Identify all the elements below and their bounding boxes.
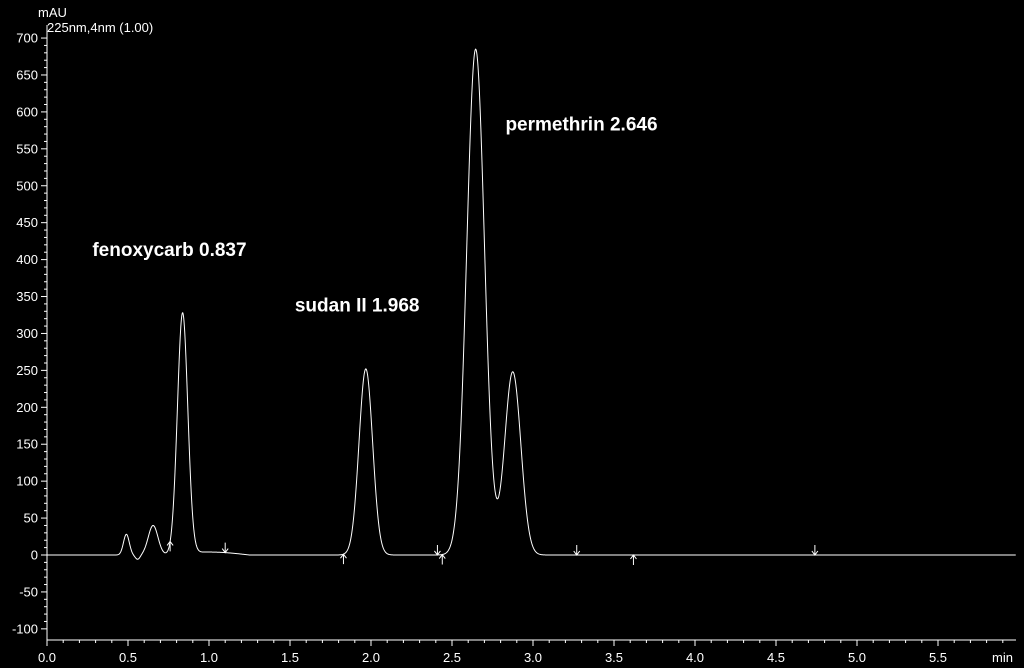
x-axis-unit-label: min (992, 650, 1013, 665)
peak-annotation: permethrin 2.646 (505, 114, 657, 135)
y-tick-label: 100 (16, 474, 38, 489)
x-tick-label: 0.5 (119, 650, 137, 665)
x-tick-label: 4.5 (767, 650, 785, 665)
x-tick-label: 2.0 (362, 650, 380, 665)
x-tick-label: 0.0 (38, 650, 56, 665)
y-tick-label: 300 (16, 326, 38, 341)
x-tick-label: 5.0 (848, 650, 866, 665)
chromatogram-trace (47, 48, 1016, 560)
y-tick-label: 600 (16, 104, 38, 119)
x-tick-label: 3.0 (524, 650, 542, 665)
y-tick-label: 700 (16, 31, 38, 46)
peak-annotation: sudan II 1.968 (295, 295, 420, 316)
y-tick-label: 650 (16, 67, 38, 82)
x-tick-label: 2.5 (443, 650, 461, 665)
y-tick-label: 150 (16, 437, 38, 452)
axes: -100 -50 0 50 100 150 200 250 300 350 400 450 500 550… (12, 25, 1016, 665)
channel-label: 225nm,4nm (1.00) (47, 20, 153, 35)
y-tick-label: -50 (19, 584, 38, 599)
y-tick-label: 350 (16, 289, 38, 304)
y-tick-label: 50 (24, 511, 38, 526)
y-tick-label: 400 (16, 252, 38, 267)
x-tick-label: 5.5 (929, 650, 947, 665)
y-tick-label: 550 (16, 141, 38, 156)
y-tick-label: 0 (31, 548, 38, 563)
x-tick-label: 3.5 (605, 650, 623, 665)
x-tick-label: 1.0 (200, 650, 218, 665)
peak-annotations: fenoxycarb 0.837 sudan II 1.968 permethrin… (92, 114, 657, 316)
peak-annotation: fenoxycarb 0.837 (92, 240, 246, 261)
x-tick-label: 4.0 (686, 650, 704, 665)
y-tick-label: 200 (16, 400, 38, 415)
y-tick-label: -100 (12, 621, 38, 636)
y-axis-unit-label: mAU (38, 5, 67, 20)
y-tick-label: 450 (16, 215, 38, 230)
y-tick-label: 250 (16, 363, 38, 378)
x-tick-label: 1.5 (281, 650, 299, 665)
y-tick-label: 500 (16, 178, 38, 193)
